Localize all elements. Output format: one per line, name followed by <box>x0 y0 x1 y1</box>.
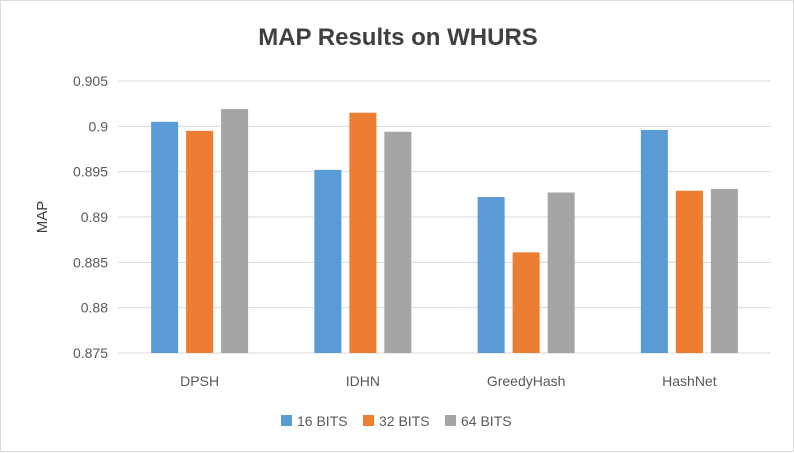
x-tick-label: IDHN <box>346 373 380 389</box>
legend-swatch <box>363 415 374 426</box>
x-axis-ticks: DPSH IDHN GreedyHash HashNet <box>180 373 717 389</box>
legend-label: 32 BITS <box>379 413 430 429</box>
y-tick-label: 0.895 <box>73 164 108 180</box>
x-tick-label: HashNet <box>662 373 717 389</box>
chart-title: MAP Results on WHURS <box>258 24 538 51</box>
y-axis-label: MAP <box>34 201 51 234</box>
bar-hashnet-32-bits <box>675 190 703 353</box>
y-tick-label: 0.905 <box>73 73 108 89</box>
bar-greedyhash-16-bits <box>477 197 505 353</box>
bar-hashnet-16-bits <box>640 129 668 353</box>
y-tick-label: 0.88 <box>81 300 108 316</box>
legend-label: 64 BITS <box>461 413 512 429</box>
y-tick-label: 0.875 <box>73 345 108 361</box>
legend: 16 BITS 32 BITS 64 BITS <box>281 413 512 429</box>
y-tick-label: 0.89 <box>81 209 108 225</box>
y-axis-ticks: 0.875 0.88 0.885 0.89 0.895 0.9 0.905 <box>73 73 108 361</box>
y-tick-label: 0.885 <box>73 254 108 270</box>
bar-greedyhash-64-bits <box>547 192 575 353</box>
bar-dpsh-16-bits <box>151 121 179 353</box>
bar-dpsh-64-bits <box>221 109 249 354</box>
bar-greedyhash-32-bits <box>512 252 540 353</box>
x-tick-label: GreedyHash <box>487 373 566 389</box>
legend-label: 16 BITS <box>297 413 348 429</box>
bar-idhn-16-bits <box>314 169 342 353</box>
bars <box>151 109 738 354</box>
y-tick-label: 0.9 <box>89 118 109 134</box>
x-tick-label: DPSH <box>180 373 219 389</box>
legend-swatch <box>281 415 292 426</box>
bar-idhn-32-bits <box>349 112 377 353</box>
gridlines <box>118 80 771 354</box>
bar-dpsh-32-bits <box>186 130 214 353</box>
bar-idhn-64-bits <box>384 131 412 353</box>
legend-swatch <box>445 415 456 426</box>
bar-hashnet-64-bits <box>710 188 738 353</box>
